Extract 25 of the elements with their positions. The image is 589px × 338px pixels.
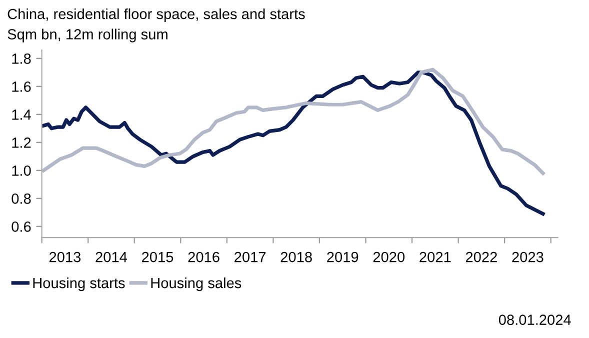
x-tick-label: 2023: [512, 252, 544, 262]
y-tick-label: 0.8: [12, 194, 31, 204]
x-tick-label: 2014: [96, 252, 128, 262]
x-tick-label: 2022: [466, 252, 497, 262]
text: 08.01.2024: [498, 314, 571, 325]
x-tick-label: 2019: [327, 252, 358, 262]
x-tick-label: 2018: [280, 252, 312, 262]
x-tick-label: 2016: [188, 252, 220, 262]
x-tick-label: 2013: [49, 252, 81, 262]
x-tick-label: 2020: [373, 252, 405, 262]
x-tick-label: 2017: [234, 252, 266, 262]
y-tick-label: 1.8: [12, 54, 31, 64]
y-tick-label: 1.4: [12, 110, 31, 120]
line-series: [42, 70, 545, 216]
line-series: [42, 68, 545, 176]
y-tick-label: 1.2: [12, 138, 31, 148]
x-tick-label: 2021: [420, 252, 451, 262]
legend-label: Housing sales: [151, 277, 242, 292]
y-tick-label: 1.0: [12, 166, 31, 176]
x-tick-label: 2015: [142, 252, 174, 262]
legend-label: Housing starts: [33, 277, 125, 292]
chart-title: China, residential floor space, sales and starts: [8, 8, 305, 22]
y-tick-label: 1.6: [12, 82, 31, 92]
chart-subtitle: Sqm bn, 12m rolling sum: [8, 28, 168, 42]
y-tick-label: 0.6: [12, 222, 31, 232]
